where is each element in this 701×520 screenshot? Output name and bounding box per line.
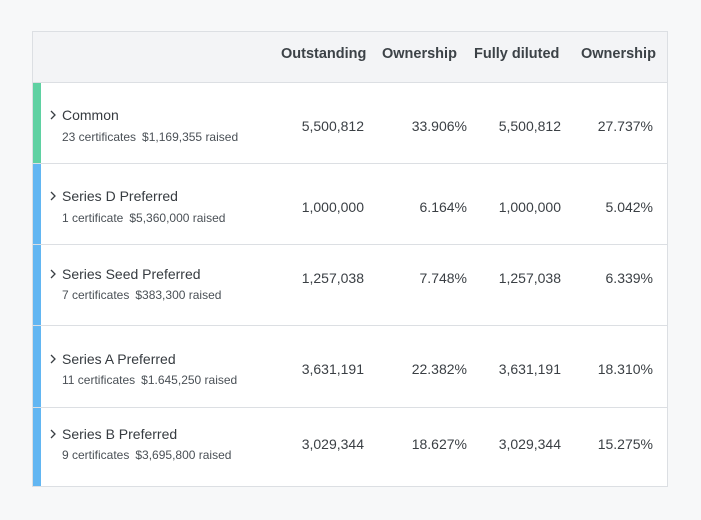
certificate-count: 9 certificates [62,448,130,462]
fully-diluted-ownership-value: 6.339% [605,270,653,286]
chevron-right-icon[interactable] [49,189,58,203]
certificate-count: 1 certificate [62,211,124,225]
ownership-value: 33.906% [411,118,467,134]
outstanding-value: 1,000,000 [301,199,364,215]
ownership-value: 7.748% [419,270,467,286]
share-class-details: 23 certificates $1,169,355 raised [62,130,238,144]
share-class-details: 1 certificate $5,360,000 raised [62,211,225,225]
share-class-details: 7 certificates $383,300 raised [62,288,221,302]
share-class-row-common[interactable]: Common 23 certificates $1,169,355 raised … [33,83,667,164]
outstanding-value: 3,029,344 [301,436,364,452]
share-class-color-bar [33,164,41,244]
column-header-fully-diluted-ownership[interactable]: Ownership [581,46,656,62]
share-class-color-bar [33,326,41,407]
fully-diluted-ownership-value: 27.737% [597,118,653,134]
outstanding-value: 5,500,812 [301,118,364,134]
share-class-name: Series Seed Preferred [62,266,201,282]
fully-diluted-value: 3,631,191 [498,361,561,377]
fully-diluted-ownership-value: 15.275% [597,436,653,452]
share-class-details: 11 certificates $1.645,250 raised [62,373,237,387]
column-header-outstanding[interactable]: Outstanding [281,46,367,62]
fully-diluted-value: 3,029,344 [498,436,561,452]
certificate-count: 7 certificates [62,288,130,302]
fully-diluted-value: 5,500,812 [498,118,561,134]
outstanding-value: 1,257,038 [301,270,364,286]
share-class-color-bar [33,408,41,486]
share-class-details: 9 certificates $3,695,800 raised [62,448,231,462]
certificate-count: 11 certificates [62,373,136,387]
fully-diluted-value: 1,257,038 [498,270,561,286]
share-class-name: Common [62,107,119,123]
share-class-color-bar [33,245,41,325]
chevron-right-icon[interactable] [49,267,58,281]
amount-raised: $1.645,250 raised [141,373,238,387]
share-class-name: Series A Preferred [62,351,176,367]
column-header-fully-diluted[interactable]: Fully diluted [474,46,560,62]
amount-raised: $1,169,355 raised [142,130,239,144]
share-class-row-series-b-preferred[interactable]: Series B Preferred 9 certificates $3,695,… [33,408,667,486]
cap-table: Outstanding Ownership Fully diluted Owne… [32,31,668,487]
column-header-ownership[interactable]: Ownership [382,46,457,62]
share-class-name: Series B Preferred [62,426,178,442]
fully-diluted-ownership-value: 5.042% [605,199,653,215]
ownership-value: 6.164% [419,199,467,215]
chevron-right-icon[interactable] [49,352,58,366]
table-header: Outstanding Ownership Fully diluted Owne… [33,32,667,83]
amount-raised: $5,360,000 raised [129,211,226,225]
certificate-count: 23 certificates [62,130,137,144]
outstanding-value: 3,631,191 [301,361,364,377]
fully-diluted-ownership-value: 18.310% [597,361,653,377]
share-class-row-series-seed-preferred[interactable]: Series Seed Preferred 7 certificates $383… [33,245,667,326]
fully-diluted-value: 1,000,000 [498,199,561,215]
share-class-row-series-d-preferred[interactable]: Series D Preferred 1 certificate $5,360,0… [33,164,667,245]
chevron-right-icon[interactable] [49,427,58,441]
amount-raised: $3,695,800 raised [135,448,232,462]
chevron-right-icon[interactable] [49,108,58,122]
ownership-value: 18.627% [411,436,467,452]
ownership-value: 22.382% [411,361,467,377]
share-class-row-series-a-preferred[interactable]: Series A Preferred 11 certificates $1.645… [33,326,667,408]
share-class-name: Series D Preferred [62,188,178,204]
amount-raised: $383,300 raised [135,288,222,302]
share-class-color-bar [33,83,41,163]
